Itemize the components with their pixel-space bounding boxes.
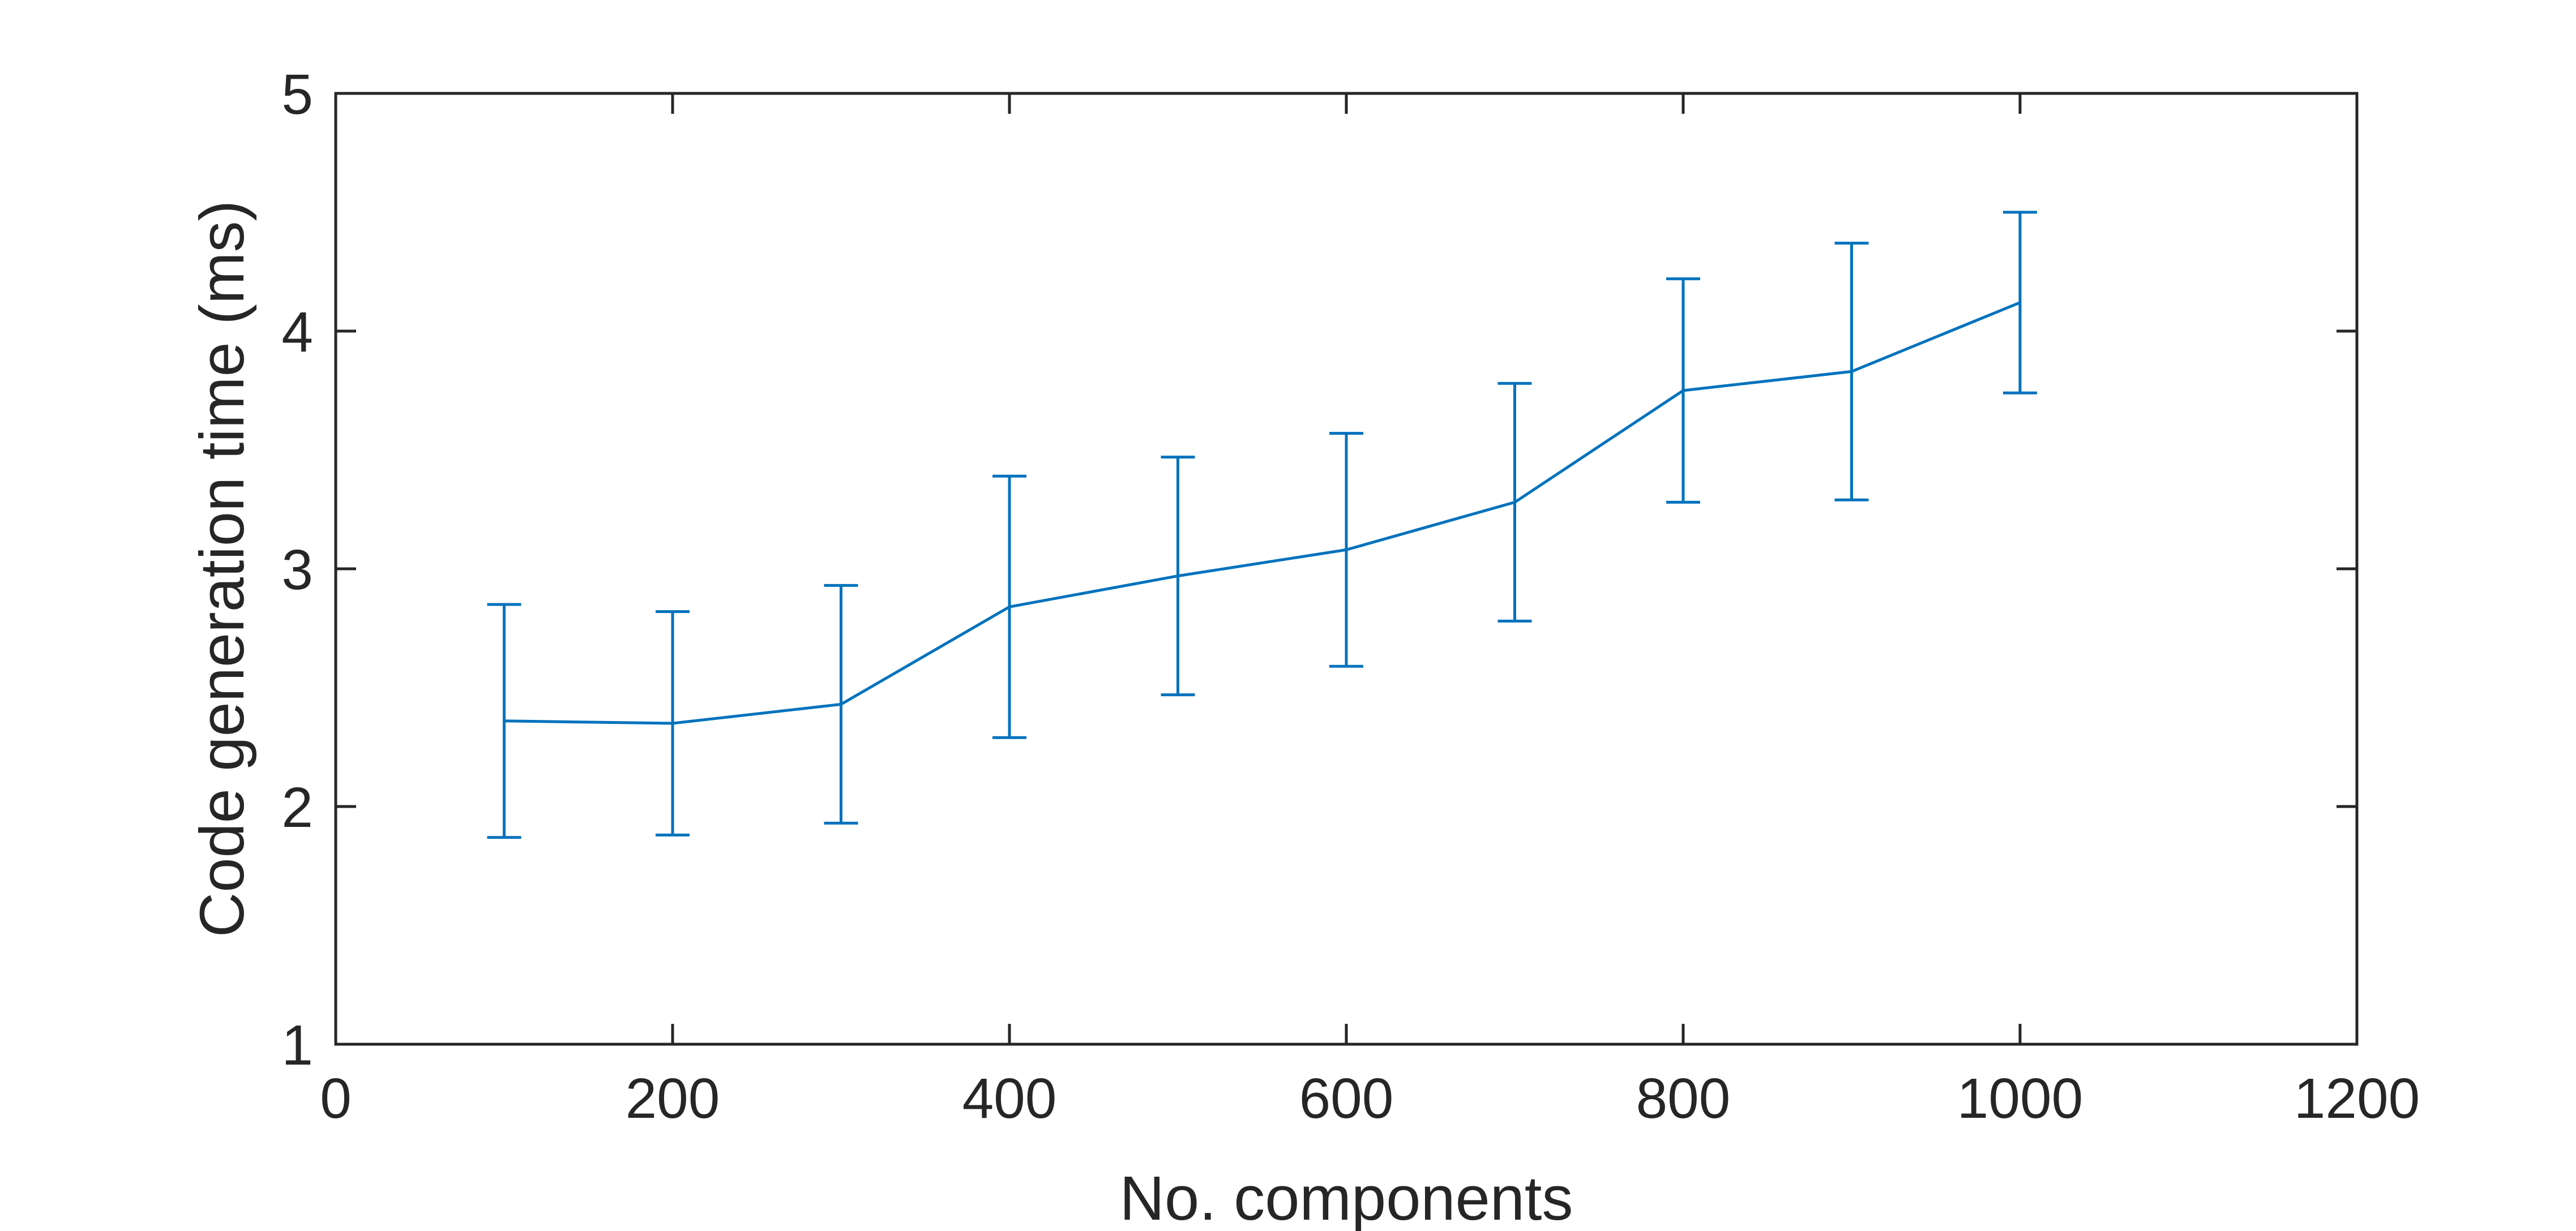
axis-ticks [334,92,2359,1046]
x-axis-label: No. components [1120,1164,1573,1231]
x-tick-label: 800 [1636,1067,1731,1130]
x-tick-label: 200 [626,1067,720,1130]
y-tick-label: 3 [281,538,313,602]
y-tick-label: 2 [281,776,313,839]
x-tick-label: 400 [962,1067,1057,1130]
y-tick-label: 1 [281,1014,313,1077]
tick-labels: 0 200 400 600 800 1000 1200 1 2 3 4 5 [281,63,2420,1130]
x-tick-label: 1200 [2294,1067,2420,1130]
x-tick-label: 600 [1299,1067,1394,1130]
x-tick-label: 1000 [1957,1067,2083,1130]
x-tick-label: 0 [320,1067,352,1130]
series-layer [504,301,2021,725]
y-tick-label: 4 [281,301,313,364]
y-axis-label: Code generation time (ms) [187,200,257,937]
series-line [504,301,2021,725]
y-tick-label: 5 [281,63,313,126]
